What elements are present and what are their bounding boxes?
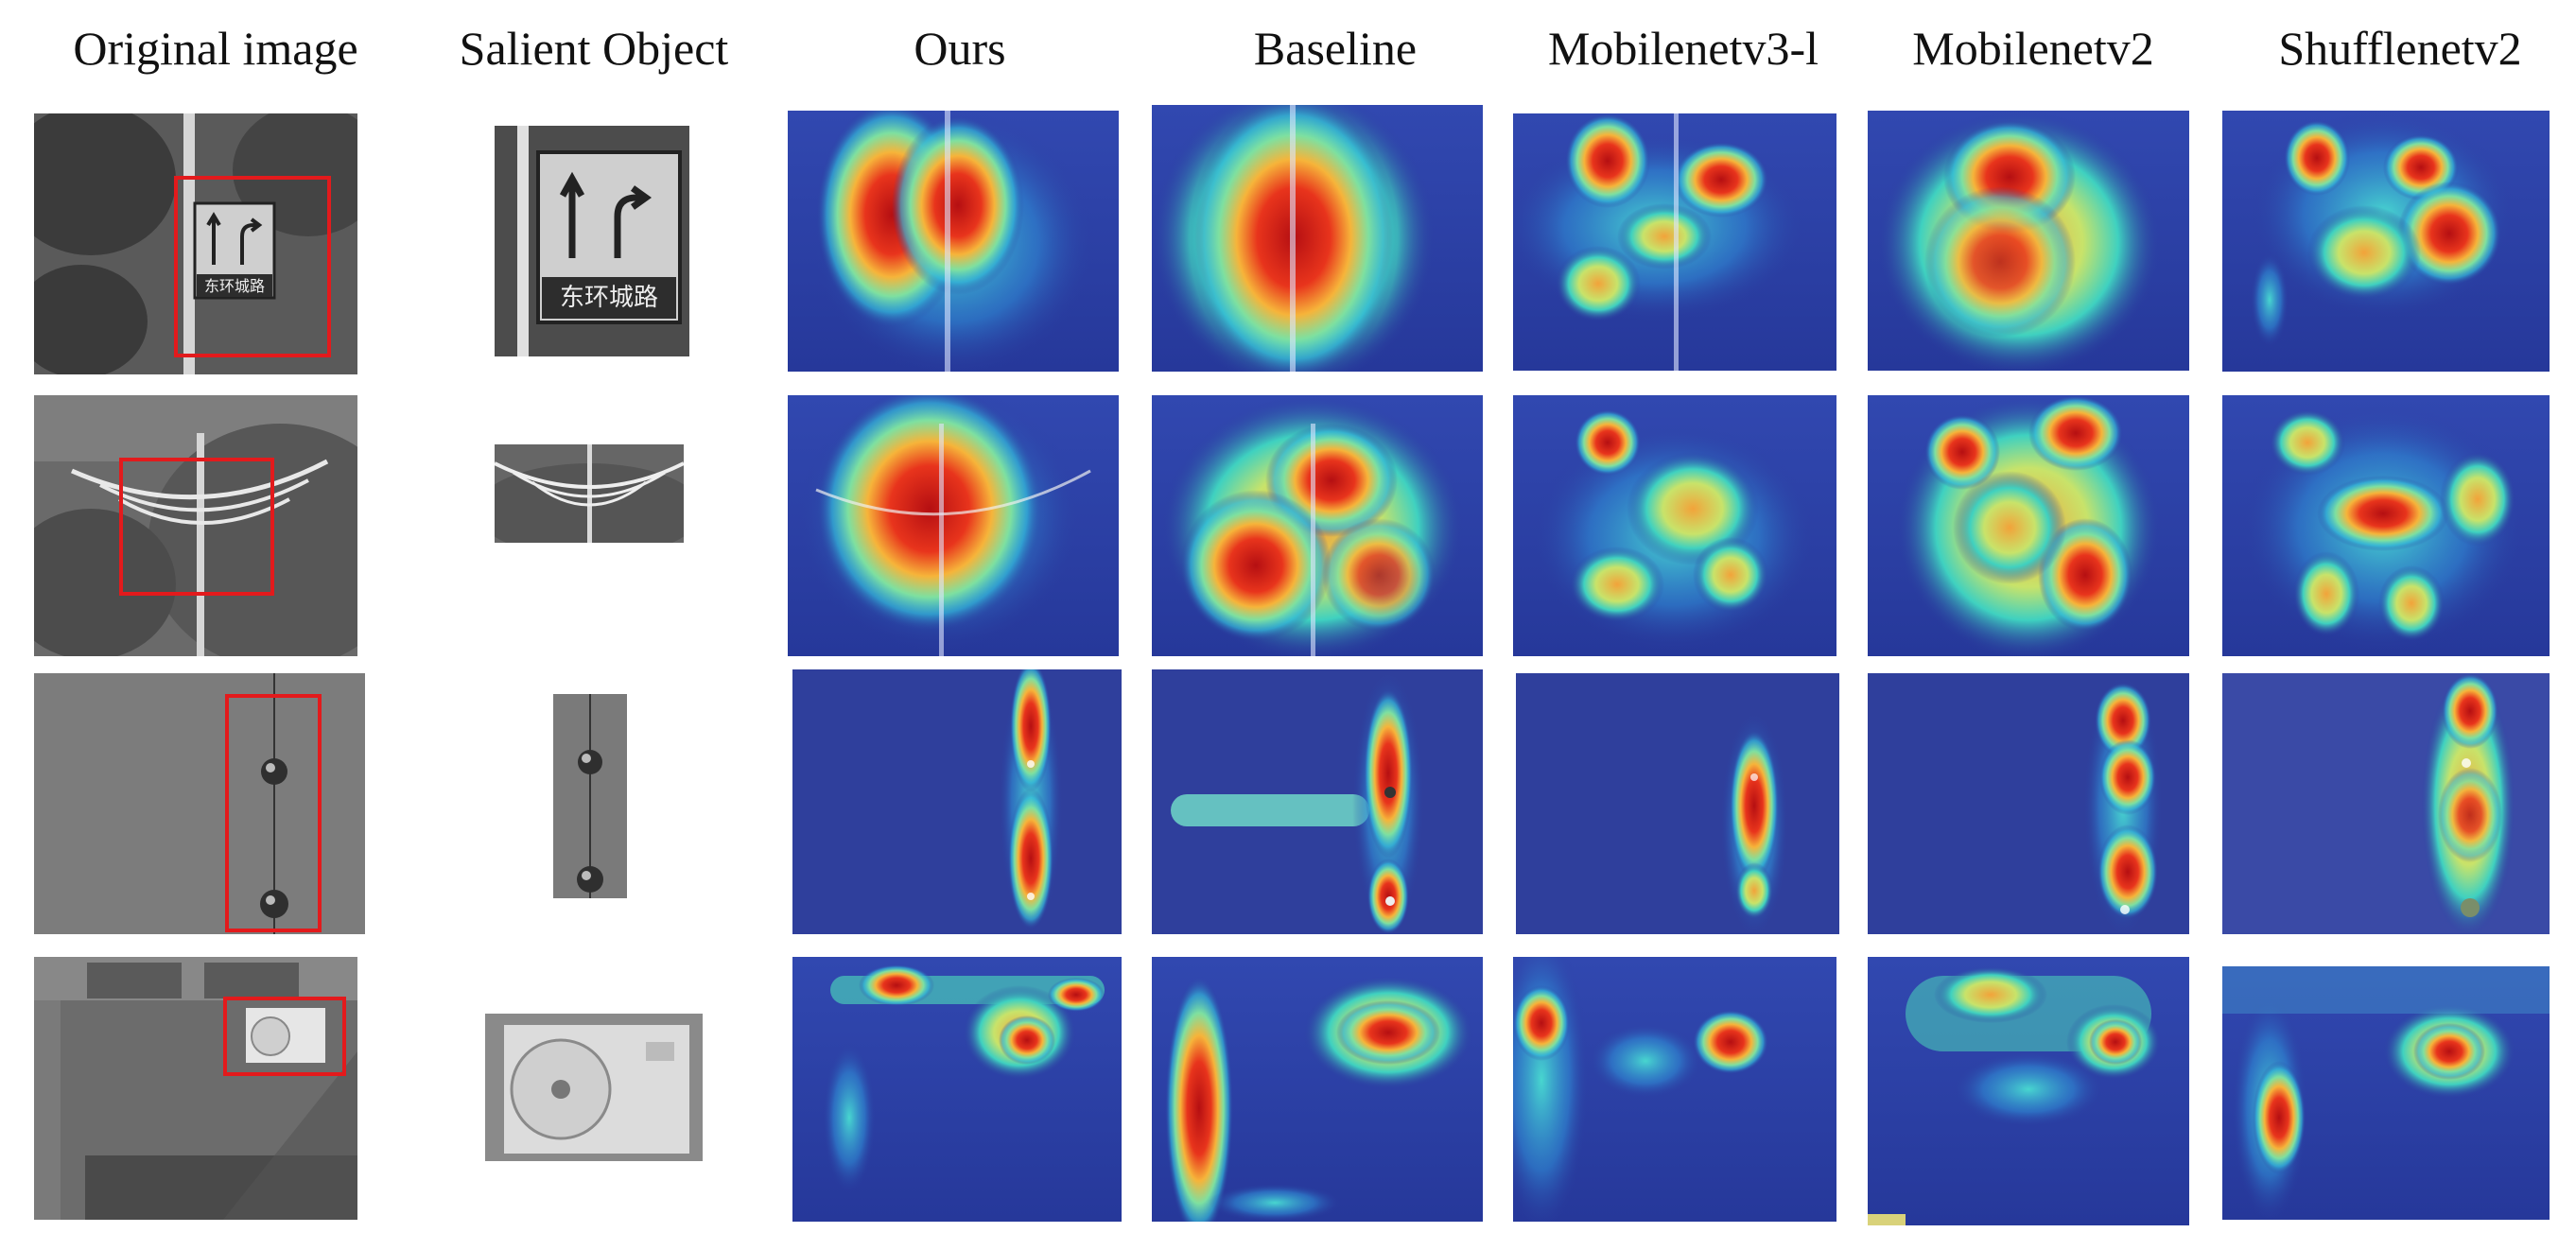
row1-original-image: 东环城路: [34, 113, 357, 374]
row2-heatmap-ours: [788, 395, 1119, 656]
row2-salient-object: [495, 444, 684, 543]
row3-heatmap-ours: [792, 669, 1122, 934]
row4-heatmap-mobilenetv3: [1513, 957, 1836, 1222]
row4-original-image: [34, 957, 357, 1220]
row1-sign-text: 东环城路: [204, 277, 265, 295]
row2-original-image: [34, 395, 357, 656]
row4-heatmap-shufflenetv2: [2222, 966, 2550, 1220]
row3-bbox: [225, 694, 322, 932]
header-original: Original image: [73, 22, 358, 75]
row2-bbox: [119, 458, 274, 596]
header-mobilenetv3: Mobilenetv3-l: [1547, 22, 1819, 75]
row3-heatmap-baseline: [1152, 669, 1483, 934]
row1-bbox: [174, 176, 331, 357]
row4-heatmap-mobilenetv2: [1868, 957, 2189, 1225]
row1-salient-object: 东环城路: [495, 126, 689, 356]
header-baseline: Baseline: [1253, 22, 1418, 75]
row1-heatmap-mobilenetv2: [1868, 111, 2189, 371]
row1-heatmap-mobilenetv3: [1513, 113, 1836, 371]
row4-salient-object: [485, 1014, 703, 1161]
header-salient: Salient Object: [459, 22, 729, 75]
row4-heatmap-baseline: [1152, 957, 1483, 1222]
row3-heatmap-mobilenetv3: [1516, 673, 1839, 934]
header-mobilenetv2: Mobilenetv2: [1912, 22, 2154, 75]
row3-original-image: [34, 673, 365, 934]
row2-heatmap-mobilenetv2: [1868, 395, 2189, 656]
row4-heatmap-ours: [792, 957, 1122, 1222]
row1-salient-sign-text: 东环城路: [560, 284, 658, 312]
row4-bbox: [223, 997, 346, 1076]
row3-heatmap-mobilenetv2: [1868, 673, 2189, 934]
header-shufflenetv2: Shufflenetv2: [2278, 22, 2522, 75]
row3-heatmap-shufflenetv2: [2222, 673, 2550, 934]
row1-heatmap-baseline: [1152, 105, 1483, 372]
row2-heatmap-baseline: [1152, 395, 1483, 656]
row3-salient-object: [553, 694, 627, 898]
row2-heatmap-mobilenetv3: [1513, 395, 1836, 656]
row2-heatmap-shufflenetv2: [2222, 395, 2550, 656]
header-ours: Ours: [914, 22, 1006, 75]
row1-heatmap-shufflenetv2: [2222, 111, 2550, 372]
row1-heatmap-ours: [788, 111, 1119, 372]
